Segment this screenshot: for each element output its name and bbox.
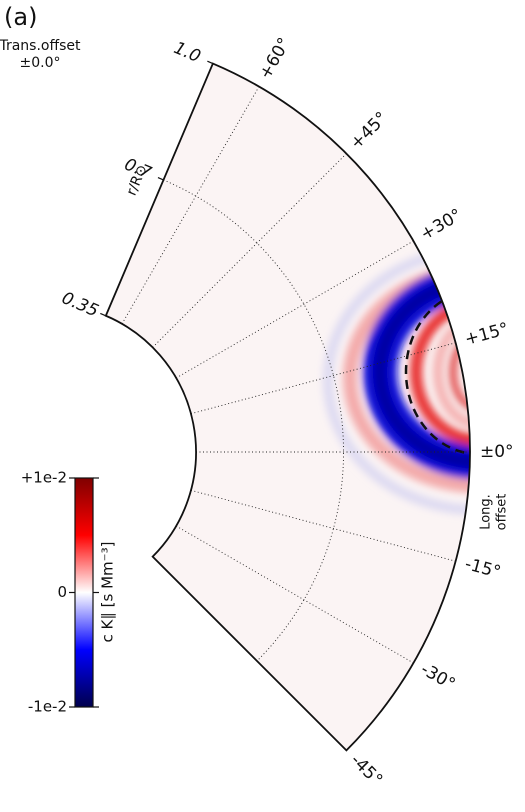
r-tick	[207, 60, 214, 65]
grid-line	[175, 525, 414, 664]
theta-tick-label: ±0°	[480, 442, 514, 462]
grid-line	[152, 153, 347, 348]
annotation: Trans.offset	[0, 38, 81, 54]
colorbar-scale	[74, 477, 94, 708]
annotation: Long.	[479, 494, 494, 530]
colorbar-tick-label: -1e-2	[28, 698, 67, 716]
grid-line	[190, 342, 456, 415]
heatmap	[105, 63, 470, 751]
annotation: ±0.0°	[20, 55, 61, 71]
r-tick-label: 1.0	[171, 38, 204, 67]
colorbar: c K∥ [s Mm⁻³] -1e-2 0 +1e-2	[21, 469, 117, 716]
theta-tick-label: +30°	[417, 205, 465, 245]
r-tick	[100, 312, 107, 317]
r-tick	[157, 177, 164, 181]
theta-tick-label: -15°	[463, 554, 503, 583]
theta-tick-label: +60°	[255, 34, 295, 82]
dashed-contour	[404, 288, 470, 456]
colorbar-tick-label: +1e-2	[21, 469, 67, 487]
colorbar-tick-label: 0	[57, 583, 67, 601]
grid-line	[175, 240, 414, 379]
panel-label: (a)	[4, 3, 37, 31]
theta-tick-label: -30°	[417, 659, 458, 694]
theta-tick-label: -45°	[346, 750, 386, 790]
heatmap-background	[105, 63, 470, 751]
theta-tick-label: +45°	[346, 108, 392, 154]
annotation: offset	[495, 494, 510, 531]
r-tick-label: 0.35	[59, 288, 102, 321]
colorbar-label: c K∥ [s Mm⁻³]	[99, 542, 117, 643]
grid-line	[190, 489, 456, 562]
wedge-outline	[104, 62, 471, 752]
grid-arc	[163, 179, 344, 662]
grid-line	[121, 86, 260, 325]
heatmap-pattern	[323, 245, 470, 515]
theta-tick-label: +15°	[463, 319, 511, 350]
